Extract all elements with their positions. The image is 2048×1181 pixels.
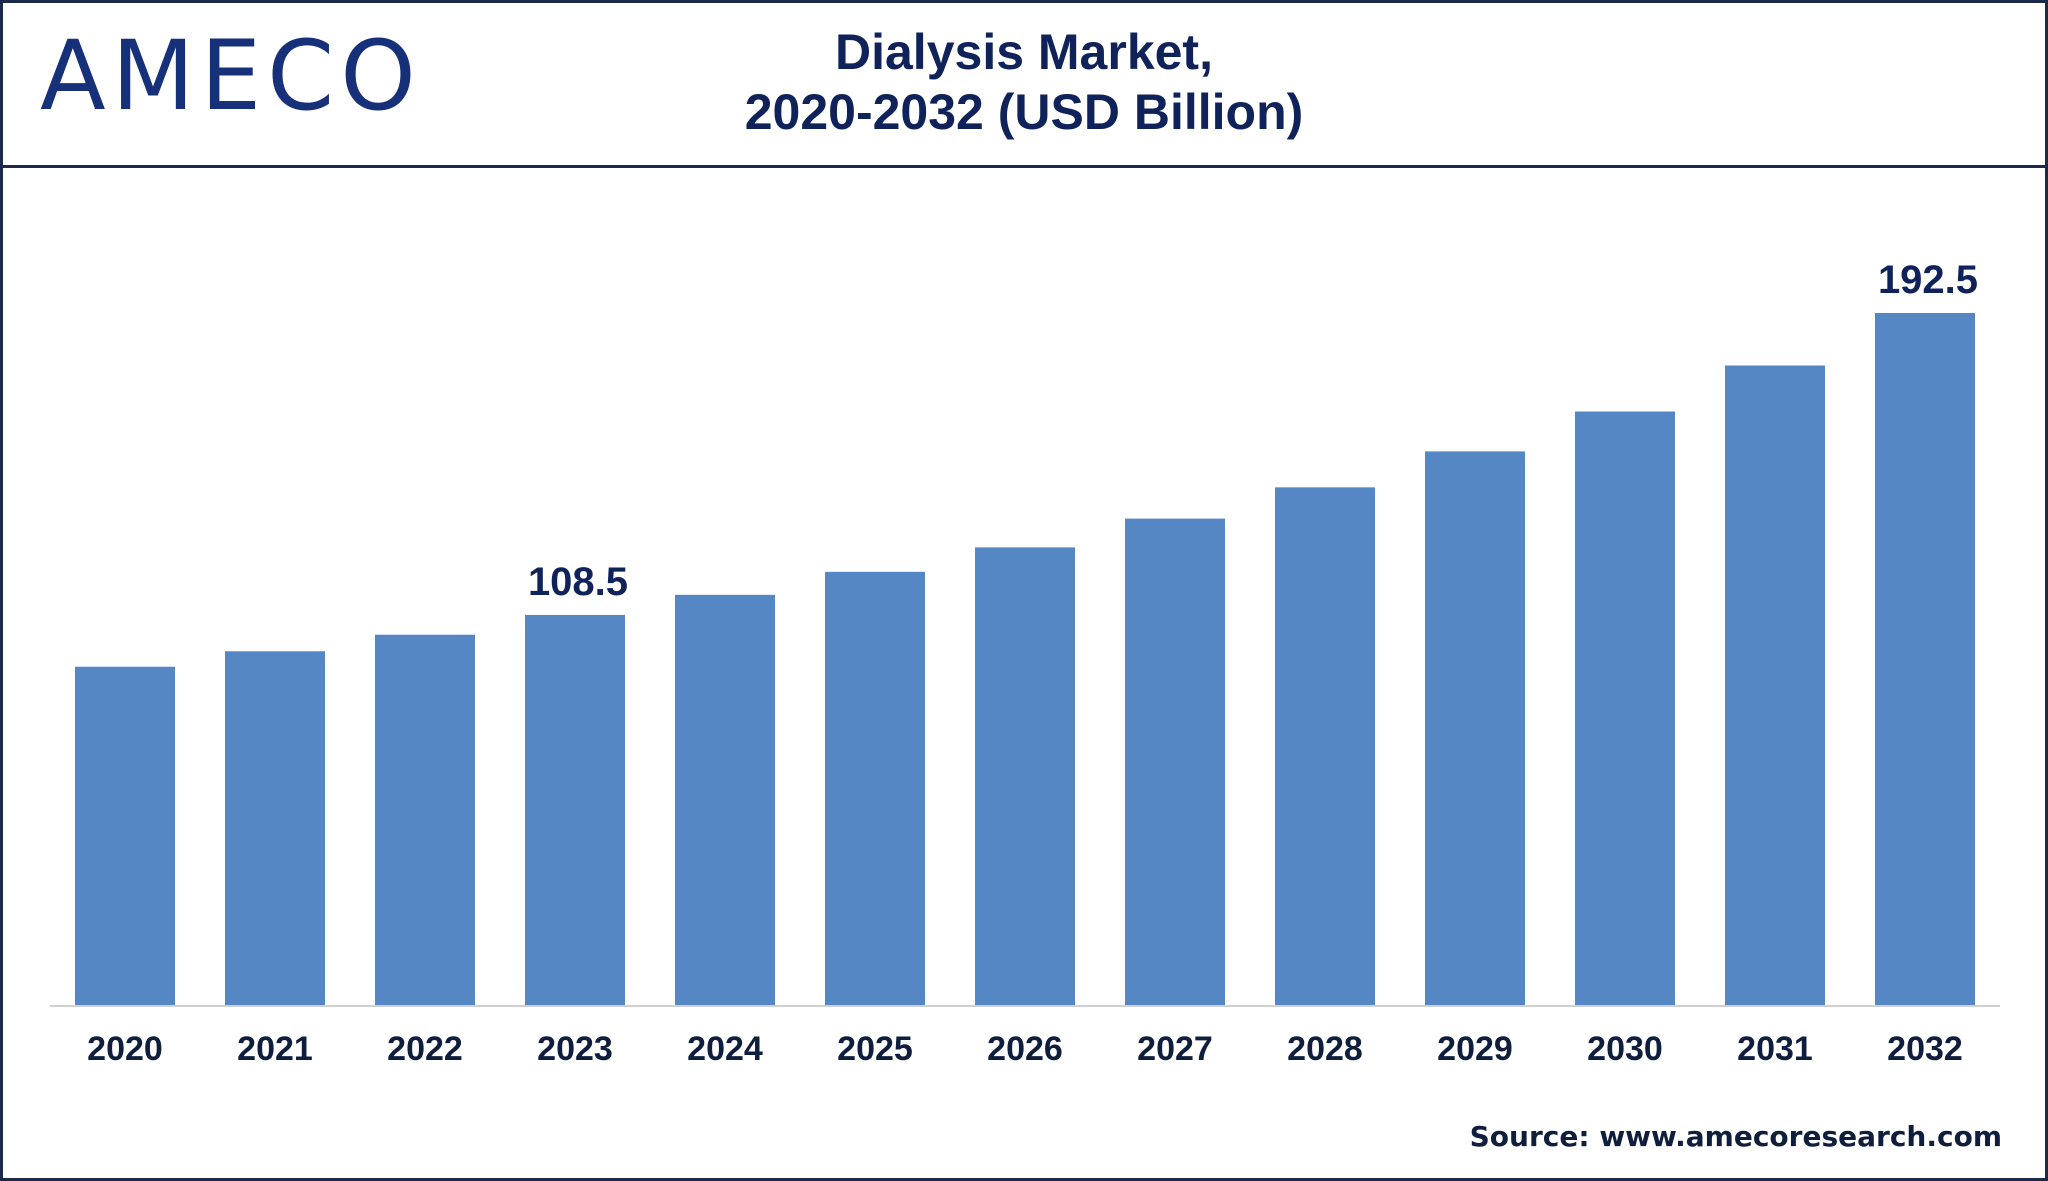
bar-series	[75, 313, 1975, 1006]
data-label-2023: 108.5	[528, 560, 628, 604]
bar-2025	[825, 571, 925, 1005]
bar-2022	[375, 634, 475, 1005]
x-tick-label-2023: 2023	[537, 1030, 613, 1068]
chart-title: Dialysis Market, 2020-2032 (USD Billion)	[0, 22, 2048, 142]
x-tick-label-2027: 2027	[1137, 1030, 1213, 1068]
data-label-2032: 192.5	[1878, 258, 1978, 302]
chart-title-line-1: Dialysis Market,	[835, 24, 1213, 80]
bar-2030	[1575, 411, 1675, 1005]
x-tick-label-2024: 2024	[687, 1030, 763, 1068]
ameco-logo: AMECO	[40, 20, 422, 132]
bar-2026	[975, 547, 1075, 1005]
chart-title-line-2: 2020-2032 (USD Billion)	[744, 84, 1304, 140]
x-tick-label-2031: 2031	[1737, 1030, 1813, 1068]
bar-2031	[1725, 365, 1825, 1006]
bar-2023	[525, 614, 625, 1005]
x-tick-label-2026: 2026	[987, 1030, 1063, 1068]
bar-2021	[225, 651, 325, 1005]
bar-2020	[75, 666, 175, 1005]
x-tick-label-2020: 2020	[87, 1030, 163, 1068]
x-axis-tick-labels: 2020 2021 2022 2023 2024 2025 2026 2027 2028 2029…	[87, 1030, 1963, 1068]
bar-2027	[1125, 518, 1225, 1005]
x-tick-label-2032: 2032	[1887, 1030, 1963, 1068]
x-tick-label-2030: 2030	[1587, 1030, 1663, 1068]
x-tick-label-2021: 2021	[237, 1030, 313, 1068]
bar-2028	[1275, 487, 1375, 1006]
bar-2032	[1875, 313, 1975, 1005]
header-divider	[0, 165, 2048, 168]
x-tick-label-2025: 2025	[837, 1030, 913, 1068]
source-note: Source: www.amecoresearch.com	[1469, 1120, 2002, 1153]
x-tick-label-2022: 2022	[387, 1030, 463, 1068]
x-tick-label-2029: 2029	[1437, 1030, 1513, 1068]
bar-2024	[675, 594, 775, 1005]
data-labels: 108.5 192.5	[528, 258, 1978, 604]
x-tick-label-2028: 2028	[1287, 1030, 1363, 1068]
bar-2029	[1425, 451, 1525, 1005]
